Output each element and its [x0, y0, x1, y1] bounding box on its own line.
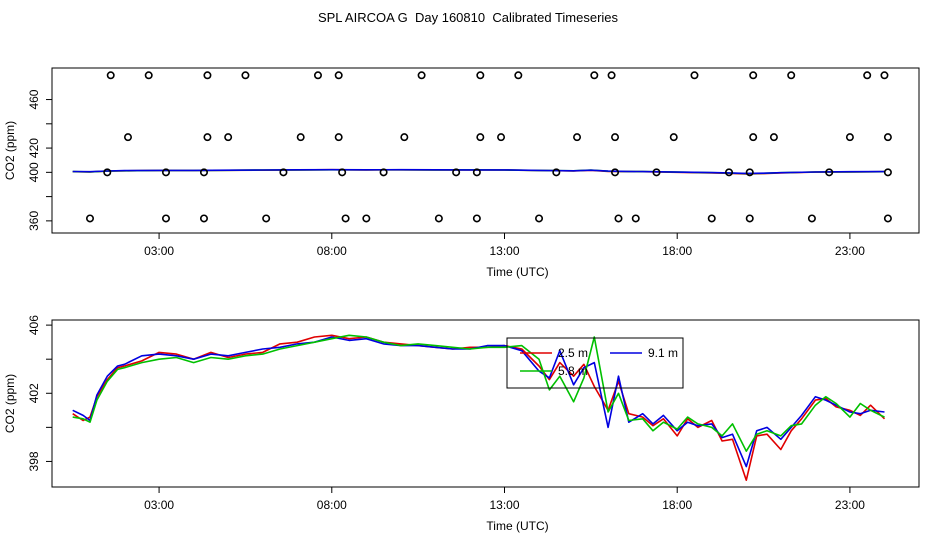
scatter-point [725, 168, 734, 177]
page-title: SPL AIRCOA G Day 160810 Calibrated Times… [317, 10, 619, 25]
scatter-point [749, 133, 758, 142]
x-tick-label: 23:00 [835, 498, 865, 512]
scatter-point [203, 71, 212, 80]
scatter-point [573, 133, 582, 142]
scatter-point [749, 71, 758, 80]
scatter-point [362, 214, 371, 223]
scatter-point [472, 168, 481, 177]
plot-frame-1 [51, 67, 920, 234]
legend-box [506, 337, 684, 389]
scatter-point [880, 71, 889, 80]
scatter-point [452, 168, 461, 177]
plot-frame-2 [51, 319, 920, 488]
x-tick-label: 03:00 [144, 498, 174, 512]
scatter-point [334, 71, 343, 80]
scatter-point [707, 214, 716, 223]
scatter-point [883, 168, 892, 177]
scatter-point [745, 168, 754, 177]
y-tick-label: 406 [27, 315, 41, 335]
scatter-point [825, 168, 834, 177]
scatter-point [611, 168, 620, 177]
scatter-point [341, 214, 350, 223]
scatter-point [379, 168, 388, 177]
legend-label: 2.5 m [558, 346, 588, 360]
scatter-point [144, 71, 153, 80]
x-tick-label: 18:00 [662, 498, 692, 512]
y-tick-label: 420 [27, 138, 41, 158]
scatter-point [745, 214, 754, 223]
scatter-point [535, 214, 544, 223]
y-tick-label: 400 [27, 162, 41, 182]
scatter-point [199, 168, 208, 177]
scatter-point [313, 71, 322, 80]
x-axis-label: Time (UTC) [486, 265, 548, 279]
y-axis-label: CO2 (ppm) [3, 374, 17, 433]
x-tick-label: 08:00 [317, 244, 347, 258]
scatter-point [863, 71, 872, 80]
scatter-point [199, 214, 208, 223]
scatter-point [338, 168, 347, 177]
scatter-point [106, 71, 115, 80]
scatter-point [434, 214, 443, 223]
scatter-point [883, 133, 892, 142]
scatter-point [161, 214, 170, 223]
scatter-point [85, 214, 94, 223]
scatter-point [476, 71, 485, 80]
scatter-point [224, 133, 233, 142]
y-tick-label: 460 [27, 89, 41, 109]
y-tick-label: 398 [27, 451, 41, 471]
y-axis-label: CO2 (ppm) [3, 121, 17, 180]
x-tick-label: 13:00 [489, 498, 519, 512]
scatter-point [669, 133, 678, 142]
x-tick-label: 08:00 [317, 498, 347, 512]
x-tick-label: 23:00 [835, 244, 865, 258]
scatter-point [400, 133, 409, 142]
scatter-point [334, 133, 343, 142]
scatter-point [845, 133, 854, 142]
scatter-point [631, 214, 640, 223]
scatter-point [807, 214, 816, 223]
scatter-point [590, 71, 599, 80]
x-tick-label: 03:00 [144, 244, 174, 258]
scatter-point [241, 71, 250, 80]
scatter-point [552, 168, 561, 177]
x-tick-label: 13:00 [489, 244, 519, 258]
scatter-point [296, 133, 305, 142]
scatter-point [123, 133, 132, 142]
scatter-point [514, 71, 523, 80]
scatter-point [769, 133, 778, 142]
legend-label: 9.1 m [648, 346, 678, 360]
scatter-point [161, 168, 170, 177]
y-tick-label: 402 [27, 383, 41, 403]
scatter-point [614, 214, 623, 223]
legend-label: 5.8 m [558, 364, 588, 378]
scatter-point [787, 71, 796, 80]
scatter-point [417, 71, 426, 80]
scatter-point [883, 214, 892, 223]
scatter-point [607, 71, 616, 80]
scatter-point [472, 214, 481, 223]
scatter-point [279, 168, 288, 177]
series-line-2-2 [72, 336, 885, 468]
y-tick-label: 360 [27, 211, 41, 231]
scatter-point [262, 214, 271, 223]
series-line-2-1 [72, 334, 886, 482]
series-line-1-3 [72, 168, 885, 175]
scatter-point [203, 133, 212, 142]
scatter-point [652, 168, 661, 177]
scatter-point [497, 133, 506, 142]
series-line-2-3 [72, 334, 885, 453]
x-axis-label: Time (UTC) [486, 519, 548, 533]
scatter-point [476, 133, 485, 142]
scatter-point [611, 133, 620, 142]
x-tick-label: 18:00 [662, 244, 692, 258]
scatter-point [103, 168, 112, 177]
scatter-point [690, 71, 699, 80]
